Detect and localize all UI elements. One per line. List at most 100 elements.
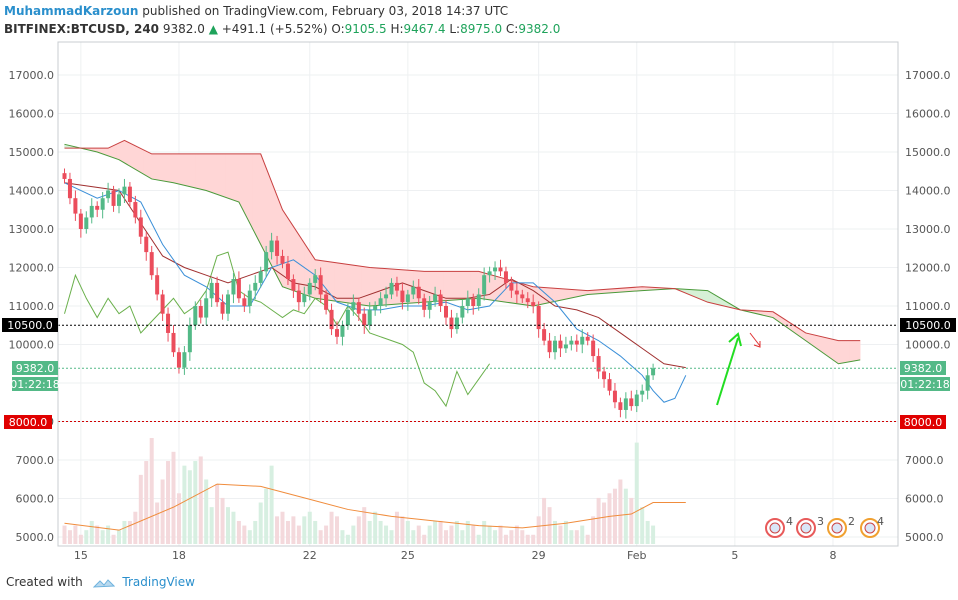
event-flag-1[interactable]: 4	[765, 515, 793, 538]
volume-bar	[580, 525, 585, 544]
event-count-4: 4	[877, 515, 884, 528]
volume-bar	[106, 525, 111, 544]
cloud-segment	[443, 271, 447, 302]
candle-body	[176, 352, 181, 368]
volume-bar	[340, 530, 345, 544]
cloud-segment	[230, 153, 234, 201]
volume-bar	[476, 534, 481, 544]
candle-body	[351, 302, 356, 310]
volume-bar	[324, 525, 329, 544]
candle-body	[149, 252, 154, 276]
volume-bar	[607, 493, 612, 544]
cloud-segment	[827, 337, 831, 359]
cloud-segment	[151, 153, 155, 180]
cloud-segment	[146, 150, 150, 178]
candle-body	[220, 302, 225, 314]
y-tick-left: 14000.0	[9, 185, 55, 198]
volume-bar	[378, 520, 383, 544]
candle-body	[242, 298, 247, 306]
candle-body	[596, 356, 601, 372]
volume-bar	[585, 534, 590, 544]
volume-bar	[651, 525, 656, 544]
x-tick-label: 18	[172, 549, 186, 562]
tradingview-brand[interactable]: TradingView	[122, 575, 195, 589]
cloud-segment	[203, 153, 207, 191]
candle-body	[618, 402, 623, 410]
volume-bar	[558, 525, 563, 544]
volume-bars	[62, 438, 686, 544]
candle-body	[645, 375, 650, 391]
y-tick-left: 13000.0	[9, 223, 55, 236]
cloud-segment	[364, 266, 368, 306]
cloud-segment	[216, 153, 221, 196]
price-change: +491.1 (+5.52%)	[221, 22, 328, 36]
volume-bar	[411, 530, 416, 544]
candle-body	[318, 275, 323, 295]
candle-body	[78, 213, 83, 229]
volume-bar	[133, 511, 138, 544]
y-tick-right: 14000.0	[905, 185, 951, 198]
volume-bar	[454, 520, 459, 544]
event-flag-4[interactable]: 4	[860, 515, 884, 538]
volume-bar	[187, 470, 192, 544]
author-name[interactable]: MuhammadKarzoun	[4, 4, 139, 18]
volume-bar	[280, 511, 285, 544]
volume-bar	[345, 534, 350, 544]
volume-bar	[373, 511, 378, 544]
candle-body	[291, 279, 296, 291]
volume-bar	[307, 511, 312, 544]
cloud-segment	[573, 289, 578, 298]
candle-body	[106, 190, 111, 199]
y-tick-left: 15000.0	[9, 146, 55, 159]
volume-bar	[634, 442, 639, 544]
volume-bar	[247, 530, 252, 544]
candle-body	[302, 294, 307, 303]
volume-bar	[296, 525, 301, 544]
volume-bar	[645, 520, 650, 544]
cloud-segment	[175, 153, 180, 185]
candle-body	[231, 279, 236, 295]
volume-bar	[536, 516, 541, 544]
volume-bar	[471, 525, 476, 544]
volume-bar	[531, 534, 536, 544]
economic-events[interactable]: 4 3 2 4	[765, 515, 884, 538]
cloud-segment	[200, 153, 204, 191]
event-flag-3[interactable]: 2	[827, 515, 855, 538]
candle-body	[84, 217, 89, 229]
volume-bar	[117, 530, 121, 544]
cloud-segment	[832, 339, 836, 363]
cloud-segment	[222, 153, 226, 198]
volume-bar	[629, 497, 634, 544]
cloud-segment	[336, 262, 340, 303]
cloud-segment	[849, 340, 853, 363]
y-tick-left: 16000.0	[9, 108, 55, 121]
x-tick-label: 29	[532, 549, 546, 562]
cloud-segment	[132, 144, 136, 170]
right-tag-countdown	[900, 377, 950, 391]
right-tag-price-text: 9382.0	[904, 362, 943, 375]
volume-bar	[405, 520, 410, 544]
volume-bar	[640, 507, 645, 544]
left-tag-black	[2, 318, 58, 332]
candle-body	[558, 340, 563, 349]
plot-border	[57, 41, 899, 547]
volume-bar	[574, 530, 579, 544]
cloud-segment	[374, 267, 379, 306]
cloud-segment	[565, 288, 569, 300]
cloud-segment	[459, 271, 463, 300]
published-text: published on TradingView.com, February 0…	[142, 4, 509, 18]
cloud-segment	[135, 145, 139, 172]
volume-bar	[242, 525, 247, 544]
candle-body	[166, 313, 171, 333]
left-tag-price-text: 9382.0	[16, 362, 55, 375]
candle-body	[324, 294, 329, 310]
leading-span-a	[64, 143, 861, 365]
low-value: 8975.0	[460, 22, 503, 36]
candle-body	[171, 332, 176, 353]
volume-bar	[313, 520, 318, 544]
last-price: 9382.0	[162, 22, 205, 36]
symbol-name[interactable]: BITFINEX:BTCUSD, 240	[4, 22, 160, 36]
event-flag-2[interactable]: 3	[796, 515, 824, 538]
cloud-segment	[342, 263, 346, 303]
